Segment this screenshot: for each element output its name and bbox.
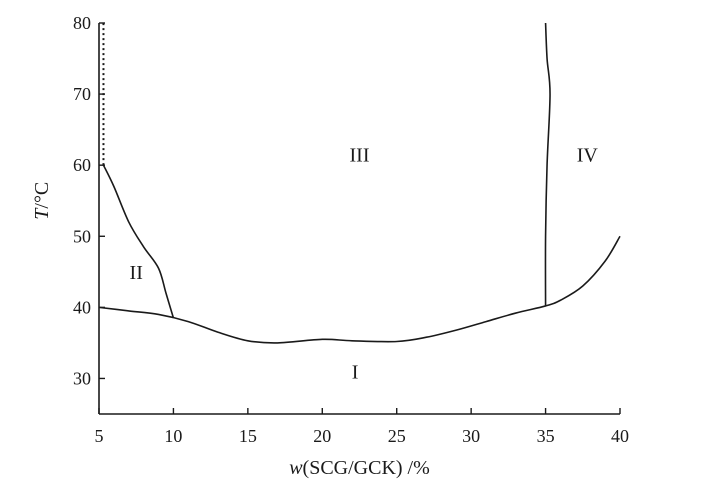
region-label-i: I bbox=[352, 361, 359, 383]
phase-boundaries bbox=[98, 22, 621, 344]
y-axis-ticks: 30 40 50 60 70 80 bbox=[73, 13, 105, 388]
y-tick-label: 80 bbox=[73, 13, 91, 33]
y-tick-label: 70 bbox=[73, 84, 91, 104]
region-label-ii: II bbox=[130, 262, 143, 284]
x-tick-label: 10 bbox=[164, 426, 182, 446]
x-axis-label-unit: (SCG/GCK) /% bbox=[303, 457, 430, 479]
x-axis-label-variable: w bbox=[289, 457, 303, 479]
phase-boundary-line bbox=[544, 22, 551, 306]
phase-boundary-line bbox=[98, 235, 621, 344]
x-tick-label: 35 bbox=[537, 426, 555, 446]
x-tick-label: 15 bbox=[239, 426, 257, 446]
x-axis-ticks: 5 10 15 20 25 30 35 40 bbox=[95, 408, 629, 446]
x-tick-label: 30 bbox=[462, 426, 480, 446]
plot-area bbox=[98, 23, 620, 415]
y-axis-label-variable: T bbox=[31, 207, 53, 220]
y-tick-label: 40 bbox=[73, 297, 91, 317]
y-axis-label: T/°C bbox=[31, 182, 53, 220]
x-tick-label: 40 bbox=[611, 426, 629, 446]
x-tick-label: 25 bbox=[388, 426, 406, 446]
y-tick-label: 50 bbox=[73, 226, 91, 246]
x-tick-label: 20 bbox=[313, 426, 331, 446]
y-tick-label: 30 bbox=[73, 368, 91, 388]
x-tick-label: 5 bbox=[95, 426, 104, 446]
y-axis-label-unit: /°C bbox=[31, 182, 53, 209]
region-label-iv: IV bbox=[577, 145, 599, 167]
region-label-iii: III bbox=[350, 145, 370, 167]
y-tick-label: 60 bbox=[73, 155, 91, 175]
phase-boundary-line bbox=[102, 164, 175, 319]
x-axis-label: w(SCG/GCK) /% bbox=[289, 457, 430, 479]
